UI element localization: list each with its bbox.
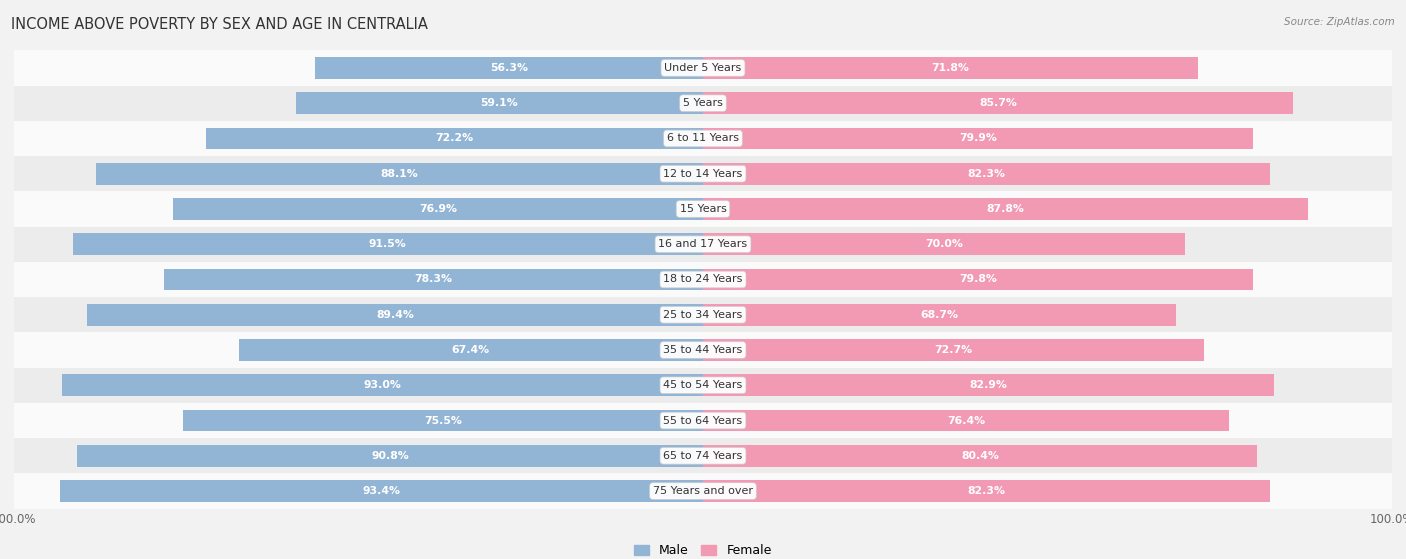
Bar (14, 438, 1392, 473)
Bar (703, 198, 1308, 220)
Bar (14, 226, 1392, 262)
Text: 18 to 24 Years: 18 to 24 Years (664, 274, 742, 285)
Bar (703, 375, 1274, 396)
Text: 5 Years: 5 Years (683, 98, 723, 108)
Bar (703, 233, 1185, 255)
Bar (703, 410, 1229, 432)
Text: INCOME ABOVE POVERTY BY SEX AND AGE IN CENTRALIA: INCOME ABOVE POVERTY BY SEX AND AGE IN C… (11, 17, 427, 32)
Bar (703, 480, 1270, 502)
Bar (59, 480, 703, 502)
Text: 72.7%: 72.7% (935, 345, 973, 355)
Bar (295, 92, 703, 114)
Text: 6 to 11 Years: 6 to 11 Years (666, 134, 740, 144)
Bar (315, 57, 703, 79)
Bar (14, 473, 1392, 509)
Bar (703, 445, 1257, 467)
Text: 79.8%: 79.8% (959, 274, 997, 285)
Bar (173, 198, 703, 220)
Text: 82.3%: 82.3% (967, 169, 1005, 179)
Text: 76.4%: 76.4% (948, 415, 986, 425)
Text: 65 to 74 Years: 65 to 74 Years (664, 451, 742, 461)
Bar (14, 297, 1392, 333)
Text: 25 to 34 Years: 25 to 34 Years (664, 310, 742, 320)
Bar (14, 262, 1392, 297)
Text: 93.4%: 93.4% (363, 486, 401, 496)
Bar (14, 368, 1392, 403)
Bar (14, 333, 1392, 368)
Text: 87.8%: 87.8% (987, 204, 1025, 214)
Bar (77, 445, 703, 467)
Bar (73, 233, 703, 255)
Text: 12 to 14 Years: 12 to 14 Years (664, 169, 742, 179)
Text: 82.3%: 82.3% (967, 486, 1005, 496)
Text: 35 to 44 Years: 35 to 44 Years (664, 345, 742, 355)
Bar (14, 403, 1392, 438)
Text: 93.0%: 93.0% (364, 380, 402, 390)
Text: 90.8%: 90.8% (371, 451, 409, 461)
Bar (703, 163, 1270, 184)
Bar (14, 191, 1392, 226)
Text: 75 Years and over: 75 Years and over (652, 486, 754, 496)
Text: Source: ZipAtlas.com: Source: ZipAtlas.com (1284, 17, 1395, 27)
Text: 82.9%: 82.9% (970, 380, 1008, 390)
Bar (62, 375, 703, 396)
Bar (87, 304, 703, 326)
Text: 59.1%: 59.1% (481, 98, 519, 108)
Bar (14, 86, 1392, 121)
Text: 75.5%: 75.5% (425, 415, 461, 425)
Bar (239, 339, 703, 361)
Text: 72.2%: 72.2% (436, 134, 474, 144)
Text: Under 5 Years: Under 5 Years (665, 63, 741, 73)
Bar (703, 339, 1204, 361)
Bar (703, 268, 1253, 291)
Text: 68.7%: 68.7% (921, 310, 959, 320)
Text: 88.1%: 88.1% (381, 169, 419, 179)
Bar (205, 127, 703, 149)
Text: 78.3%: 78.3% (415, 274, 453, 285)
Text: 16 and 17 Years: 16 and 17 Years (658, 239, 748, 249)
Text: 80.4%: 80.4% (962, 451, 998, 461)
Bar (703, 127, 1254, 149)
Text: 55 to 64 Years: 55 to 64 Years (664, 415, 742, 425)
Text: 76.9%: 76.9% (419, 204, 457, 214)
Text: 91.5%: 91.5% (368, 239, 406, 249)
Text: 89.4%: 89.4% (377, 310, 413, 320)
Text: 67.4%: 67.4% (451, 345, 489, 355)
Text: 45 to 54 Years: 45 to 54 Years (664, 380, 742, 390)
Bar (163, 268, 703, 291)
Text: 79.9%: 79.9% (959, 134, 997, 144)
Bar (703, 57, 1198, 79)
Text: 85.7%: 85.7% (979, 98, 1017, 108)
Bar (14, 121, 1392, 156)
Bar (703, 92, 1294, 114)
Text: 15 Years: 15 Years (679, 204, 727, 214)
Bar (96, 163, 703, 184)
Bar (183, 410, 703, 432)
Bar (703, 304, 1177, 326)
Text: 71.8%: 71.8% (931, 63, 969, 73)
Legend: Male, Female: Male, Female (630, 539, 776, 559)
Text: 56.3%: 56.3% (491, 63, 529, 73)
Text: 70.0%: 70.0% (925, 239, 963, 249)
Bar (14, 156, 1392, 191)
Bar (14, 50, 1392, 86)
